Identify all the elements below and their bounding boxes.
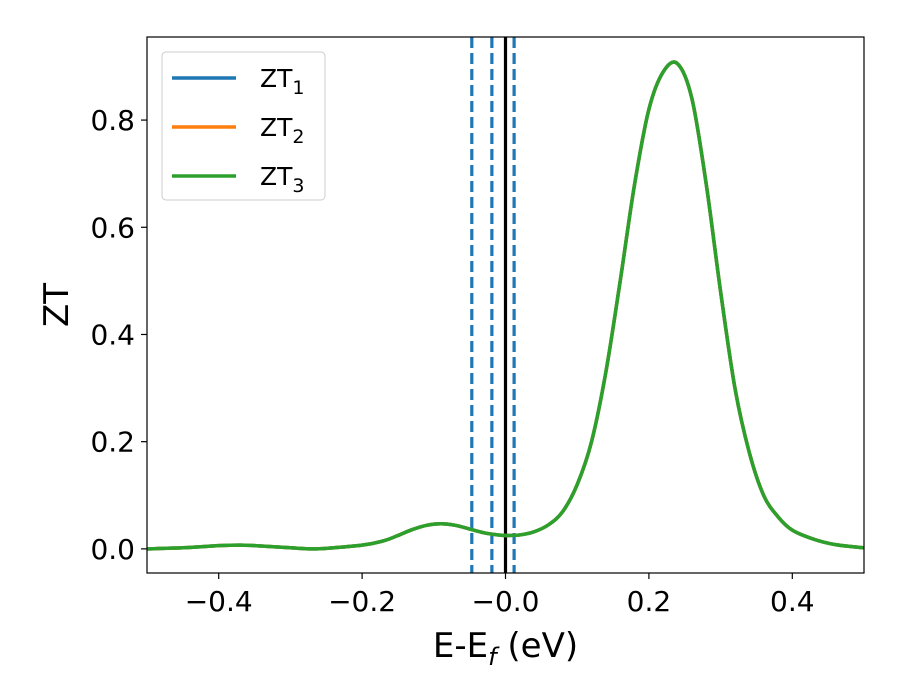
- x-tick-label: −0.0: [472, 585, 540, 618]
- vertical-reference-lines: [470, 37, 516, 573]
- x-tick-label: 0.4: [770, 585, 815, 618]
- y-tick-label: 0.8: [90, 104, 135, 137]
- x-axis-ticks: −0.4 −0.2 −0.0 0.2 0.4: [185, 573, 815, 618]
- x-tick-label: 0.2: [627, 585, 672, 618]
- x-axis-label-base: E-E: [433, 626, 488, 666]
- legend-label-base: ZT: [260, 113, 293, 142]
- legend-label-zt3: ZT3: [260, 162, 305, 197]
- legend-box: [161, 51, 326, 201]
- y-tick-label: 0.4: [90, 318, 135, 351]
- x-axis-label: E-Ef (eV): [433, 626, 578, 671]
- legend-label-base: ZT: [260, 64, 293, 93]
- series-line-zt3: [146, 60, 865, 551]
- x-axis-label-unit: (eV): [497, 626, 579, 666]
- y-tick-label: 0.2: [90, 426, 135, 459]
- x-tick-label: −0.4: [185, 585, 253, 618]
- y-axis-ticks: 0.0 0.2 0.4 0.6 0.8: [90, 104, 147, 566]
- legend-label-sub: 3: [292, 175, 304, 197]
- y-axis-label: ZT: [37, 283, 77, 327]
- legend-label-zt2: ZT2: [260, 113, 305, 148]
- legend-label-base: ZT: [260, 162, 293, 191]
- series-lines: [146, 60, 865, 551]
- legend-label-sub: 2: [292, 126, 304, 148]
- x-tick-label: −0.2: [328, 585, 396, 618]
- legend-label-zt1: ZT1: [260, 64, 305, 99]
- y-tick-label: 0.6: [90, 211, 135, 244]
- legend-label-sub: 1: [292, 77, 304, 99]
- y-tick-label: 0.0: [90, 533, 135, 566]
